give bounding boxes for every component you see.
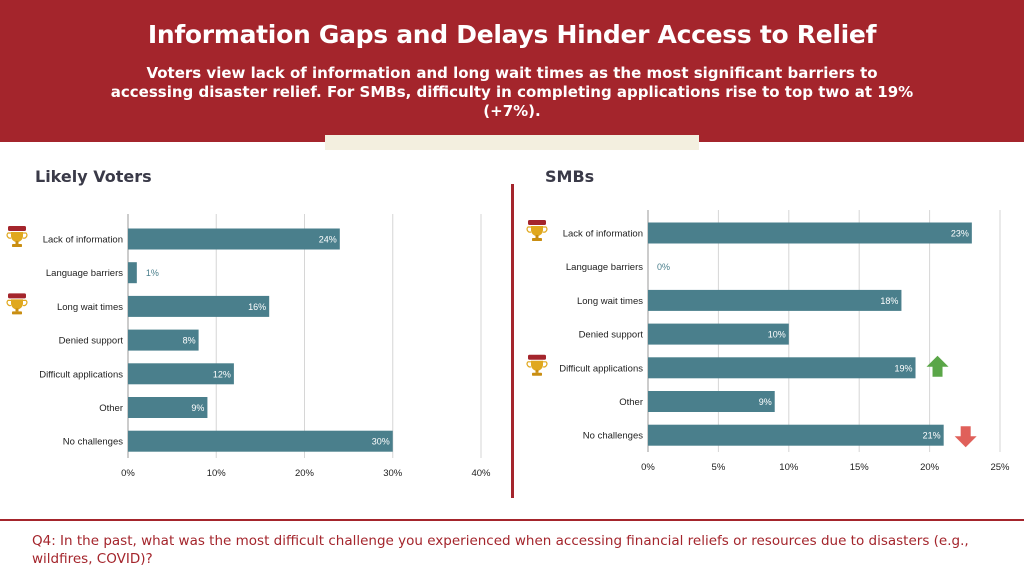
trophy-base xyxy=(532,238,542,241)
bar xyxy=(128,430,393,452)
category-label: Other xyxy=(99,403,123,414)
trophy-handles xyxy=(526,226,548,233)
decorative-bar xyxy=(325,135,699,150)
x-tick-label: 10% xyxy=(207,468,227,479)
survey-question: Q4: In the past, what was the most diffi… xyxy=(32,533,969,567)
voters-chart-title: Likely Voters xyxy=(35,167,152,186)
x-tick-label: 0% xyxy=(121,468,135,479)
trophy-stem xyxy=(535,235,539,238)
trophy-icon xyxy=(526,220,548,241)
data-label: 1% xyxy=(146,268,159,278)
trophy-cup xyxy=(11,299,23,310)
data-label: 10% xyxy=(768,330,786,340)
bar xyxy=(128,228,340,250)
trophy-ribbon xyxy=(528,354,546,360)
bar xyxy=(128,397,208,418)
data-label: 12% xyxy=(213,369,231,379)
category-label: No challenges xyxy=(63,437,123,448)
trophy-cup xyxy=(531,226,543,236)
trophy-cup xyxy=(531,360,543,371)
x-tick-label: 25% xyxy=(990,462,1010,473)
data-label: 8% xyxy=(183,336,196,346)
data-label: 18% xyxy=(880,296,898,306)
category-label: Language barriers xyxy=(46,268,123,279)
category-label: Difficult applications xyxy=(559,363,643,374)
data-label: 23% xyxy=(951,229,969,239)
x-tick-label: 30% xyxy=(383,468,403,479)
category-label: Lack of information xyxy=(43,235,123,246)
trophy-icon xyxy=(6,293,28,315)
category-label: Difficult applications xyxy=(39,369,123,380)
trophy-base xyxy=(12,244,22,247)
category-label: Denied support xyxy=(579,330,644,341)
x-tick-label: 0% xyxy=(641,462,655,473)
data-label: 16% xyxy=(248,302,266,312)
down-arrow-icon xyxy=(954,426,977,448)
bar xyxy=(128,329,199,351)
bar xyxy=(648,391,775,412)
x-tick-label: 5% xyxy=(712,462,726,473)
trophy-handles xyxy=(6,299,28,307)
data-label: 21% xyxy=(923,431,941,441)
trophy-ribbon xyxy=(8,293,26,299)
trophy-ribbon xyxy=(8,226,26,231)
bar xyxy=(128,295,270,317)
category-label: Long wait times xyxy=(577,296,643,307)
x-tick-label: 10% xyxy=(779,462,799,473)
bar xyxy=(648,357,916,379)
footer-divider xyxy=(0,519,1024,521)
trophy-stem xyxy=(15,308,19,312)
category-label: Lack of information xyxy=(563,229,643,240)
trophy-handles xyxy=(6,232,28,239)
trophy-stem xyxy=(15,241,19,244)
bar xyxy=(128,363,234,385)
x-tick-label: 20% xyxy=(295,468,315,479)
bar xyxy=(648,222,972,244)
data-label: 9% xyxy=(759,397,772,407)
x-tick-label: 15% xyxy=(850,462,870,473)
trophy-handles xyxy=(526,361,548,368)
panel-divider xyxy=(511,184,514,498)
bar xyxy=(128,262,137,284)
page-title: Information Gaps and Delays Hinder Acces… xyxy=(147,20,877,49)
data-label: 24% xyxy=(319,235,337,245)
data-label: 19% xyxy=(895,363,913,373)
category-label: Long wait times xyxy=(57,302,123,313)
x-tick-label: 40% xyxy=(471,468,491,479)
data-label: 30% xyxy=(372,437,390,447)
data-label: 0% xyxy=(657,262,670,272)
up-arrow-icon xyxy=(926,355,949,377)
bar xyxy=(648,323,789,345)
trophy-icon xyxy=(6,226,28,247)
header-banner: Information Gaps and Delays Hinder Acces… xyxy=(0,0,1024,142)
bar xyxy=(648,289,902,311)
trophy-ribbon xyxy=(528,220,546,225)
trophy-icon xyxy=(526,354,548,376)
smbs-chart-title: SMBs xyxy=(545,167,595,186)
page-subtitle: Voters view lack of information and long… xyxy=(110,64,914,120)
data-label: 9% xyxy=(191,403,204,413)
trophy-stem xyxy=(535,369,539,373)
category-label: Language barriers xyxy=(566,262,643,273)
bar xyxy=(648,424,944,446)
trophy-base xyxy=(532,372,542,376)
category-label: No challenges xyxy=(583,431,643,442)
category-label: Other xyxy=(619,397,643,408)
trophy-base xyxy=(12,311,22,315)
x-tick-label: 20% xyxy=(920,462,940,473)
category-label: Denied support xyxy=(59,336,124,347)
trophy-cup xyxy=(11,232,23,242)
